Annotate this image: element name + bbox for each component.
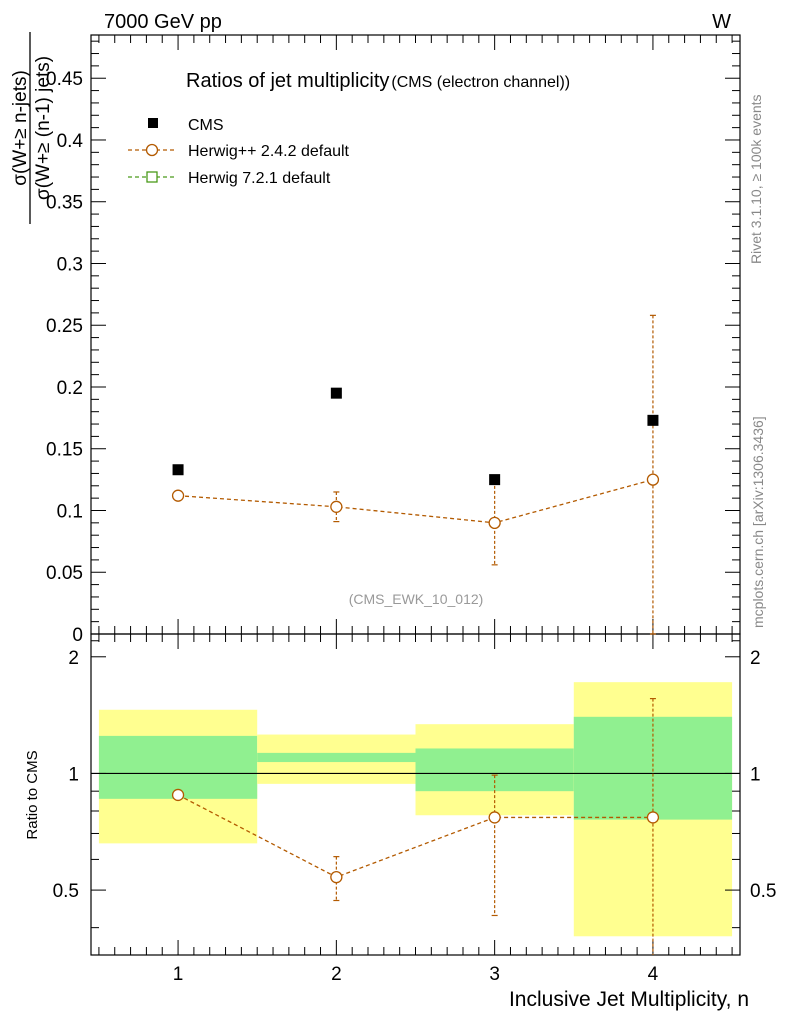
y-tick-label: 0.35: [46, 193, 83, 214]
legend-cms-label: CMS: [188, 117, 224, 134]
herwigpp-ratio-point: [330, 870, 343, 884]
herwigpp-point: [646, 473, 660, 486]
herwigpp-ratio-line: [177, 794, 653, 878]
plot-subtitle: (CMS (electron channel)): [391, 74, 570, 91]
cms-point: [489, 474, 501, 486]
ratio-tick-label: 2: [68, 648, 79, 669]
energy-label: 7000 GeV pp: [104, 11, 222, 33]
y-tick-label: 0: [72, 625, 83, 646]
herwigpp-point: [171, 489, 185, 502]
x-axis-title: Inclusive Jet Multiplicity, n: [509, 988, 749, 1011]
legend-herwigpp-label: Herwig++ 2.4.2 default: [188, 143, 350, 160]
mcplots-label: mcplots.cern.ch [arXiv:1306.3436]: [750, 416, 766, 628]
herwigpp-ratio-point: [488, 811, 501, 824]
plot-title: Ratios of jet multiplicity: [186, 70, 389, 92]
legend-herwigpp-marker: [145, 143, 159, 157]
herwigpp-ratio-point: [171, 788, 185, 802]
y-axis-title-denominator: σ(W+≥ (n-1) jets): [33, 56, 54, 200]
ratio-band-green: [257, 752, 416, 763]
herwigpp-ratio-point: [646, 811, 660, 824]
process-label: W: [712, 11, 731, 33]
ratio-band-green: [415, 748, 574, 792]
x-tick-label: 3: [489, 964, 500, 985]
cms-series: [172, 387, 659, 486]
y-tick-label: 0.4: [57, 131, 84, 152]
y-tick-label: 0.1: [57, 501, 83, 522]
y-axis-title-numerator: σ(W+≥ n-jets): [10, 70, 31, 186]
x-tick-label: 1: [173, 964, 184, 985]
ratio-uncertainty-bands: [98, 682, 733, 937]
ratio-tick-label-right: 1: [750, 764, 761, 785]
legend: CMS Herwig++ 2.4.2 default Herwig 7.2.1 …: [128, 117, 350, 187]
plot-title-group: Ratios of jet multiplicity (CMS (electron…: [186, 70, 570, 92]
x-tick-label: 2: [331, 964, 342, 985]
y-tick-label: 0.45: [46, 69, 83, 90]
y-tick-label: 0.15: [46, 440, 83, 461]
herwigpp-point: [330, 500, 343, 513]
cms-point: [172, 464, 184, 476]
cms-point: [647, 414, 659, 426]
y-axis-title: σ(W+≥ n-jets) σ(W+≥ (n-1) jets): [10, 32, 54, 224]
y-tick-label: 0.2: [57, 378, 83, 399]
ratio-band-green: [98, 735, 258, 799]
x-tick-label: 4: [648, 964, 659, 985]
legend-cms-marker: [148, 118, 158, 128]
herwigpp-series: [171, 314, 660, 635]
ratio-y-axis-title: Ratio to CMS: [24, 750, 41, 839]
herwigpp-line: [178, 478, 654, 524]
ratio-tick-label: 0.5: [53, 881, 79, 902]
herwigpp-ratio-series: [171, 698, 660, 955]
y-tick-label: 0.05: [46, 563, 83, 584]
legend-herwig7-marker: [146, 171, 158, 183]
analysis-tag: (CMS_EWK_10_012): [349, 591, 484, 607]
ratio-tick-label-right: 0.5: [750, 881, 776, 902]
ratio-tick-label-right: 2: [750, 648, 761, 669]
ratio-tick-label: 1: [68, 764, 79, 785]
axis-ticks: 0 0.05 0.1 0.15 0.2 0.25 0.3 0.35 0.4 0.45 1 2 3 4 0.5…: [46, 35, 776, 985]
y-tick-label: 0.3: [57, 254, 83, 275]
legend-herwig7-label: Herwig 7.2.1 default: [188, 170, 331, 187]
rivet-version-label: Rivet 3.1.10, ≥ 100k events: [748, 94, 764, 264]
y-tick-label: 0.25: [46, 316, 83, 337]
herwigpp-point: [488, 516, 501, 529]
cms-point: [330, 387, 342, 399]
